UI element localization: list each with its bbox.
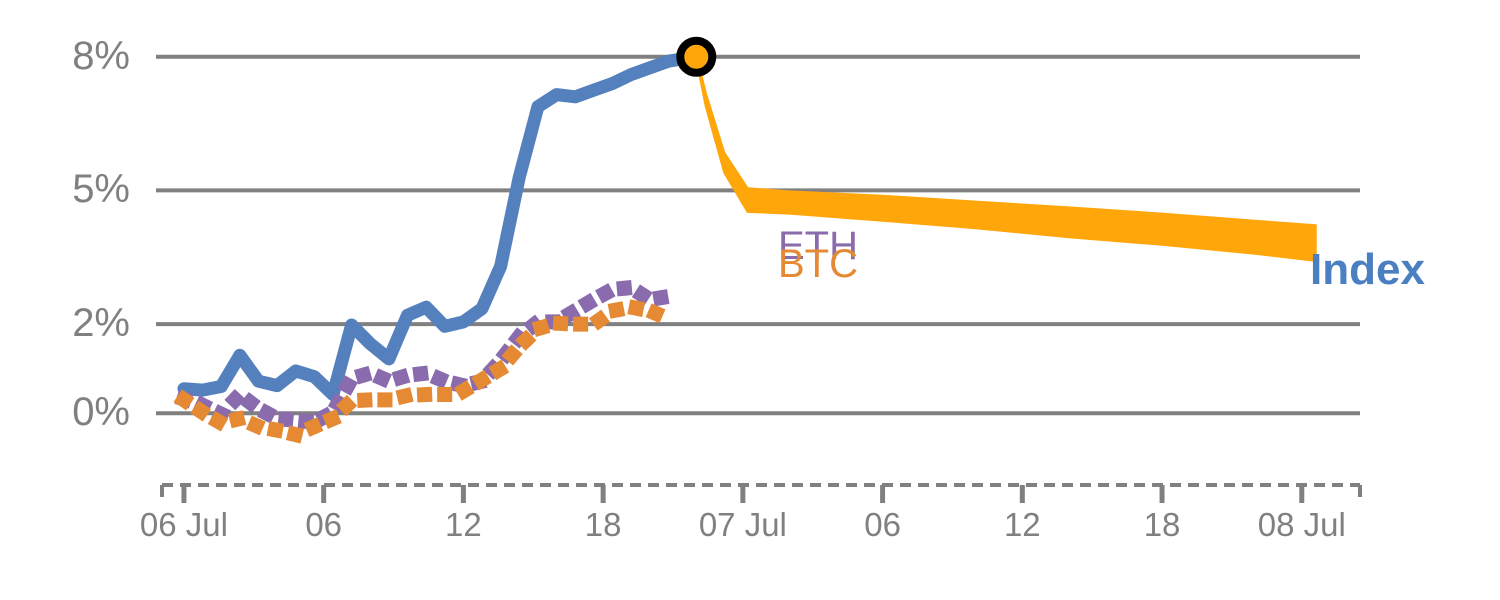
x-tick-label: 12: [445, 506, 482, 543]
highlight-marker: [676, 36, 717, 77]
x-tick-label: 08 Jul: [1257, 506, 1346, 543]
y-tick-label: 2%: [72, 301, 130, 346]
y-tick-label: 8%: [72, 33, 130, 78]
series-line-eth: [174, 280, 677, 430]
x-tick-label: 07 Jul: [698, 506, 787, 543]
series-line-btc: [173, 299, 679, 443]
x-axis: [160, 483, 1362, 503]
series-annotation-eth: ETH: [778, 224, 858, 268]
x-tick-label: 06: [305, 506, 343, 543]
x-tick-label: 18: [1143, 506, 1181, 543]
x-tick-label: 18: [584, 506, 622, 543]
series-line-index: [177, 50, 703, 402]
x-tick-label: 12: [1003, 506, 1041, 543]
forecast-band: [695, 53, 1317, 262]
x-tick-label: 06 Jul: [139, 506, 228, 543]
series-annotation-index: Index: [1310, 245, 1425, 294]
peak-marker-circle: [676, 36, 717, 77]
y-tick-label: 5%: [72, 167, 130, 212]
series-annotation-btc: BTC: [778, 242, 858, 286]
forecast-cone: [695, 53, 1317, 262]
y-tick-label: 0%: [72, 390, 130, 435]
series-lines: [173, 50, 703, 443]
x-tick-label: 06: [864, 506, 901, 543]
